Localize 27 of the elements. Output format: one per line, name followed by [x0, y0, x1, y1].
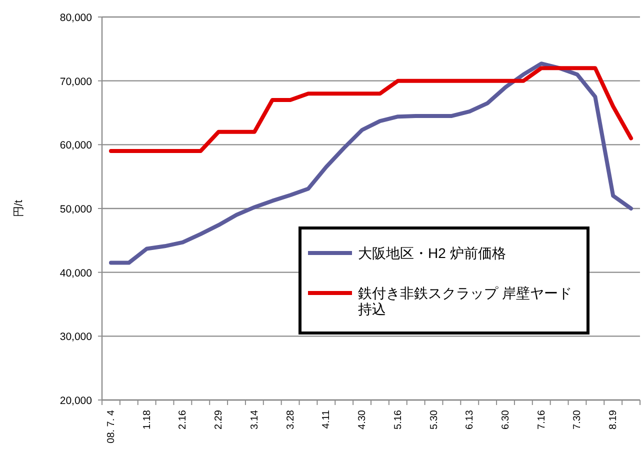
- line-series: [108, 62, 634, 265]
- legend-label: 鉄付き非鉄スクラップ 岸壁ヤード持込: [358, 285, 572, 317]
- y-tick-label: 80,000: [60, 12, 92, 24]
- x-tick-label: 4.30: [357, 410, 368, 430]
- y-axis-title: 円/t: [13, 200, 25, 218]
- y-tick-label: 60,000: [60, 140, 92, 152]
- x-tick-label: 7.16: [536, 410, 548, 430]
- x-tick-label: 6.30: [500, 410, 512, 430]
- x-tick-label: 4.11: [321, 410, 332, 429]
- x-tick-label: 5.16: [392, 410, 404, 430]
- y-tick-label: 30,000: [60, 331, 92, 344]
- y-tick-label: 40,000: [60, 267, 92, 280]
- x-tick-label: 3.28: [285, 410, 296, 430]
- x-tick-label: 8.19: [608, 410, 620, 430]
- x-tick-label: 08. 7. 4: [106, 410, 117, 444]
- x-tick-label: 2.16: [178, 410, 189, 430]
- x-tick-label: 1.18: [142, 410, 153, 430]
- x-tick-label: 5.30: [428, 410, 440, 430]
- x-tick-label: 3.14: [249, 410, 260, 430]
- y-tick-label: 20,000: [60, 395, 92, 407]
- y-tick-label: 50,000: [60, 204, 92, 216]
- x-tick-label: 2.29: [214, 410, 225, 430]
- x-tick-label: 7.30: [572, 410, 584, 430]
- line-series: [108, 66, 634, 154]
- legend-label: 大阪地区・H2 炉前価格: [358, 245, 506, 261]
- y-tick-label: 70,000: [60, 76, 92, 88]
- x-tick-label: 6.13: [464, 410, 476, 430]
